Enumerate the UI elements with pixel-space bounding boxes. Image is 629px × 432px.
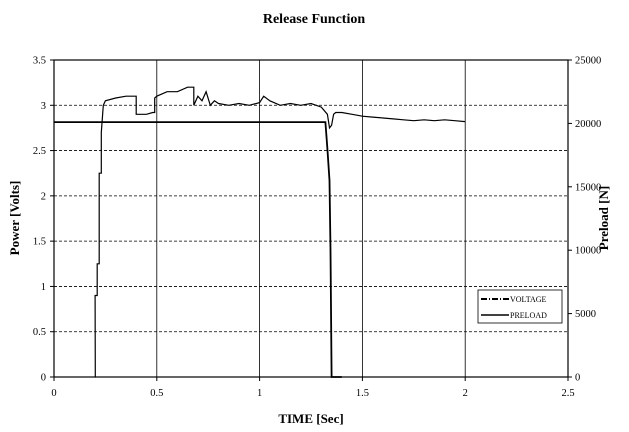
legend-box bbox=[477, 289, 563, 324]
series-line-voltage bbox=[94, 86, 466, 378]
x-tick-label: 1.5 bbox=[356, 388, 369, 399]
y-left-tick-label: 0 bbox=[41, 373, 46, 384]
y-left-axis-ticks: 0 0.5 1 1.5 2 2.5 3 3.5 bbox=[33, 56, 54, 384]
y-right-tick-label: 20000 bbox=[575, 119, 601, 130]
y-left-tick-label: 3 bbox=[41, 101, 46, 112]
y-right-tick-label: 10000 bbox=[575, 246, 601, 257]
y-right-tick-label: 0 bbox=[575, 373, 580, 384]
series-line-preload bbox=[54, 121, 342, 378]
x-tick-label: 0.5 bbox=[150, 388, 163, 399]
legend-voltage-label: VOLTAGE bbox=[510, 295, 547, 304]
y-right-tick-label: 25000 bbox=[575, 56, 601, 67]
x-tick-label: 0 bbox=[51, 388, 56, 399]
legend: VOLTAGE PRELOAD bbox=[477, 289, 563, 324]
y-left-axis-label: Power [Volts] bbox=[7, 181, 22, 256]
x-axis-ticks: 0 0.5 1 1.5 2 2.5 bbox=[51, 377, 575, 399]
y-left-tick-label: 0.5 bbox=[33, 327, 46, 338]
y-left-tick-label: 1 bbox=[41, 282, 46, 293]
x-tick-label: 2 bbox=[463, 388, 468, 399]
series-layer bbox=[54, 86, 466, 378]
y-left-tick-label: 2 bbox=[41, 191, 46, 202]
x-axis-label: TIME [Sec] bbox=[278, 411, 343, 426]
grid bbox=[54, 60, 568, 377]
x-tick-label: 2.5 bbox=[561, 388, 574, 399]
chart-title: Release Function bbox=[263, 12, 365, 27]
y-right-tick-label: 5000 bbox=[575, 309, 596, 320]
y-left-tick-label: 2.5 bbox=[33, 146, 46, 157]
y-left-tick-label: 3.5 bbox=[33, 56, 46, 67]
y-right-axis-ticks: 0 5000 10000 15000 20000 25000 bbox=[568, 56, 601, 384]
plot-frame bbox=[53, 59, 569, 378]
legend-preload-label: PRELOAD bbox=[510, 311, 547, 320]
x-tick-label: 1 bbox=[257, 388, 262, 399]
y-right-tick-label: 15000 bbox=[575, 182, 601, 193]
y-left-tick-label: 1.5 bbox=[33, 237, 46, 248]
y-right-axis-label: Preload [N] bbox=[596, 186, 611, 250]
